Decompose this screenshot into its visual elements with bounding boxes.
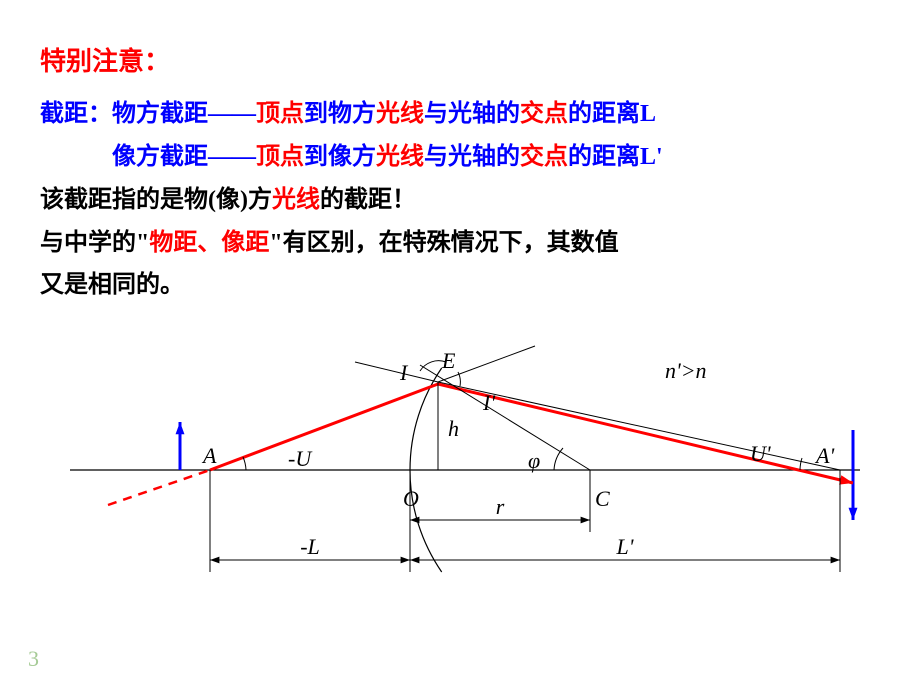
l2-m2: 与光轴的 xyxy=(424,144,520,170)
line5: 又是相同的。 xyxy=(40,265,880,306)
l2-suf: 的距离 xyxy=(568,144,640,170)
l1-m1: 到物方 xyxy=(304,101,376,127)
optics-diagram: r -L L' E I I' h A A' O C -U U' φ n'>n xyxy=(70,340,860,620)
l4-red: 物距、像距 xyxy=(149,230,269,256)
svg-text:I: I xyxy=(399,360,409,385)
l1-prefix: 截距：物方截距—— xyxy=(40,101,256,127)
svg-text:φ: φ xyxy=(528,448,540,473)
l1-r3: 交点 xyxy=(520,101,568,127)
l3-b: ( xyxy=(208,187,216,213)
svg-text:A': A' xyxy=(814,443,834,468)
l3-a: 该截距指的是物 xyxy=(40,187,208,213)
svg-text:C: C xyxy=(595,486,610,511)
l1-suf: 的距离 xyxy=(568,101,640,127)
l4-b: "有区别，在特殊情况下，其数值 xyxy=(269,230,618,256)
line1: 截距：物方截距——顶点到物方光线与光轴的交点的距离L xyxy=(40,94,880,135)
line4: 与中学的"物距、像距"有区别，在特殊情况下，其数值 xyxy=(40,223,880,264)
l1-r2: 光线 xyxy=(376,101,424,127)
l3-red: 光线 xyxy=(272,187,320,213)
l2-r2: 光线 xyxy=(376,144,424,170)
svg-text:L': L' xyxy=(616,534,634,559)
svg-text:-U: -U xyxy=(288,446,313,471)
svg-text:A: A xyxy=(201,443,217,468)
svg-text:O: O xyxy=(403,486,419,511)
l4-a: 与中学的" xyxy=(40,230,149,256)
svg-text:U': U' xyxy=(750,441,771,466)
l2-m1: 到像方 xyxy=(304,144,376,170)
l1-m2: 与光轴的 xyxy=(424,101,520,127)
l2-r1: 顶点 xyxy=(256,144,304,170)
svg-text:h: h xyxy=(448,416,459,441)
l3-c: 像 xyxy=(216,187,240,213)
svg-text:-L: -L xyxy=(300,534,320,559)
l3-e: 方 xyxy=(248,187,272,213)
svg-text:I': I' xyxy=(482,390,495,415)
l2-prefix: 像方截距—— xyxy=(112,144,256,170)
line2: 像方截距——顶点到像方光线与光轴的交点的距离L' xyxy=(40,137,880,178)
l3-d: ) xyxy=(240,187,248,213)
l2-L: L' xyxy=(640,144,663,170)
svg-text:E: E xyxy=(441,348,456,373)
line3: 该截距指的是物(像)方光线的截距！ xyxy=(40,180,880,221)
l2-r3: 交点 xyxy=(520,144,568,170)
page-number: 3 xyxy=(28,646,39,672)
svg-text:r: r xyxy=(496,494,505,519)
svg-text:n'>n: n'>n xyxy=(665,358,707,383)
l1-L: L xyxy=(640,101,656,127)
title-text: 特别注意： xyxy=(40,40,880,84)
l1-r1: 顶点 xyxy=(256,101,304,127)
l3-f: 的截距！ xyxy=(320,187,416,213)
